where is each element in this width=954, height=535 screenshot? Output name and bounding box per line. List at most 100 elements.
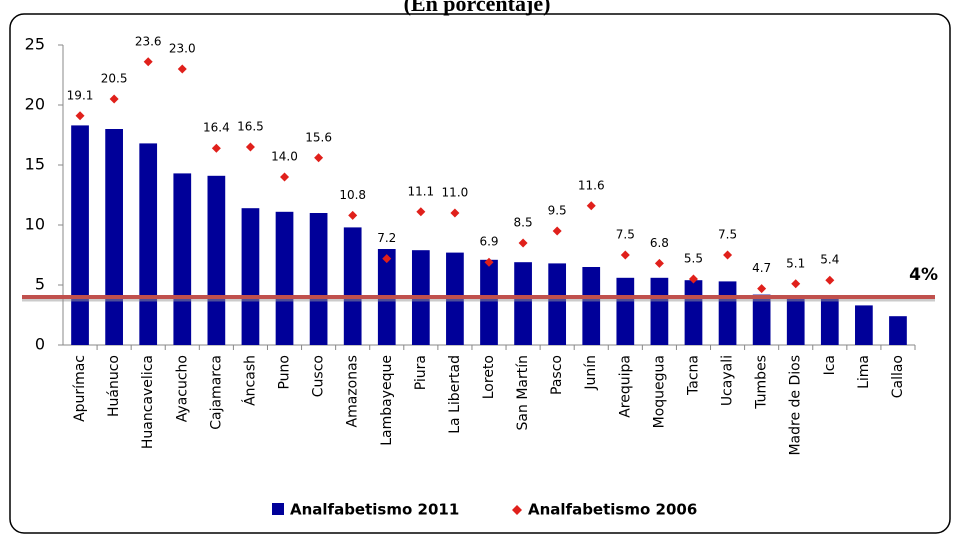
y-tick-label: 20 (25, 95, 45, 114)
x-tick-label: Pasco (549, 355, 565, 395)
x-tick-label: Lima (856, 355, 872, 389)
legend-swatch (512, 505, 522, 515)
marker (416, 207, 426, 217)
bar (309, 213, 328, 345)
marker (518, 238, 528, 248)
marker (280, 172, 290, 182)
marker (688, 274, 698, 284)
bar (684, 280, 703, 345)
marker (211, 143, 221, 153)
data-label: 16.5 (237, 120, 264, 134)
marker (450, 208, 460, 218)
data-label: 15.6 (305, 130, 332, 144)
x-tick-label: Puno (277, 355, 293, 390)
data-label: 23.0 (169, 42, 196, 56)
x-tick-label: Junín (583, 355, 599, 391)
data-label: 11.6 (578, 178, 605, 192)
bar (207, 175, 226, 345)
marker (177, 64, 187, 74)
x-tick-label: Cusco (311, 355, 327, 397)
x-tick-label: La Libertad (447, 355, 463, 434)
y-tick-label: 10 (25, 215, 45, 234)
legend-swatch (272, 503, 284, 515)
bar (855, 305, 873, 345)
marker (109, 94, 119, 104)
bar (582, 267, 601, 345)
x-tick-label: Madre de Dios (788, 355, 804, 456)
y-tick-label: 0 (35, 335, 45, 354)
data-label: 11.0 (442, 186, 469, 200)
x-tick-label: Ica (822, 355, 838, 375)
data-label: 7.2 (377, 231, 396, 245)
marker (245, 142, 255, 152)
x-tick-label: Cajamarca (208, 355, 224, 430)
bar (514, 262, 532, 345)
x-tick-label: Amazonas (345, 355, 361, 427)
bar (752, 294, 771, 345)
data-label: 19.1 (67, 88, 94, 102)
y-tick-label: 5 (35, 275, 45, 294)
bar (786, 295, 805, 345)
marker (586, 201, 596, 211)
reference-label: 4% (909, 265, 938, 285)
bar (480, 259, 498, 345)
marker (484, 257, 494, 267)
legend-label: Analfabetismo 2011 (290, 501, 459, 519)
y-tick-label: 25 (25, 35, 45, 54)
x-tick-label: Arequipa (617, 355, 633, 418)
data-label: 5.5 (684, 252, 703, 266)
data-label: 4.7 (752, 261, 771, 275)
y-tick-label: 15 (25, 155, 45, 174)
x-tick-label: Ayacucho (174, 355, 190, 422)
bar (241, 208, 260, 345)
x-tick-label: Huancavelica (140, 355, 156, 449)
marker (757, 284, 767, 294)
chart-title: (En porcentaje) (404, 0, 551, 16)
data-label: 5.4 (820, 253, 839, 267)
bar (548, 263, 567, 345)
x-tick-label: Loreto (481, 355, 497, 399)
frame (9, 13, 951, 534)
x-tick-label: Callao (890, 355, 906, 398)
marker (654, 258, 664, 268)
marker (382, 254, 392, 264)
x-tick-label: Apurímac (72, 355, 88, 422)
bar (105, 129, 123, 345)
bar (173, 173, 192, 345)
data-label: 11.1 (407, 184, 434, 198)
bar (71, 125, 89, 346)
bar (889, 316, 907, 345)
bar (139, 143, 158, 345)
x-tick-label: Huánuco (106, 355, 122, 417)
marker (825, 275, 835, 285)
bar (616, 277, 635, 345)
data-label: 14.0 (271, 150, 298, 164)
bar (718, 281, 737, 345)
marker (552, 226, 562, 236)
data-label: 5.1 (786, 256, 805, 270)
data-label: 23.6 (135, 34, 162, 48)
data-label: 16.4 (203, 121, 230, 135)
x-tick-label: Áncash (241, 355, 258, 406)
x-tick-label: Tumbes (754, 355, 770, 410)
bar (820, 297, 839, 345)
x-tick-label: San Martín (515, 355, 531, 430)
legend-label: Analfabetismo 2006 (528, 501, 697, 519)
bar (343, 227, 362, 345)
data-label: 20.5 (101, 72, 128, 86)
bar (650, 277, 669, 345)
marker (348, 210, 358, 220)
marker (791, 279, 801, 289)
data-label: 6.8 (650, 236, 669, 250)
x-tick-label: Lambayeque (379, 355, 395, 446)
data-label: 6.9 (479, 235, 498, 249)
bar (275, 211, 294, 345)
data-label: 7.5 (616, 228, 635, 242)
marker (723, 250, 733, 260)
data-label: 9.5 (548, 204, 567, 218)
marker (620, 250, 630, 260)
data-label: 7.5 (718, 228, 737, 242)
x-tick-label: Piura (413, 355, 429, 390)
marker (314, 153, 324, 163)
